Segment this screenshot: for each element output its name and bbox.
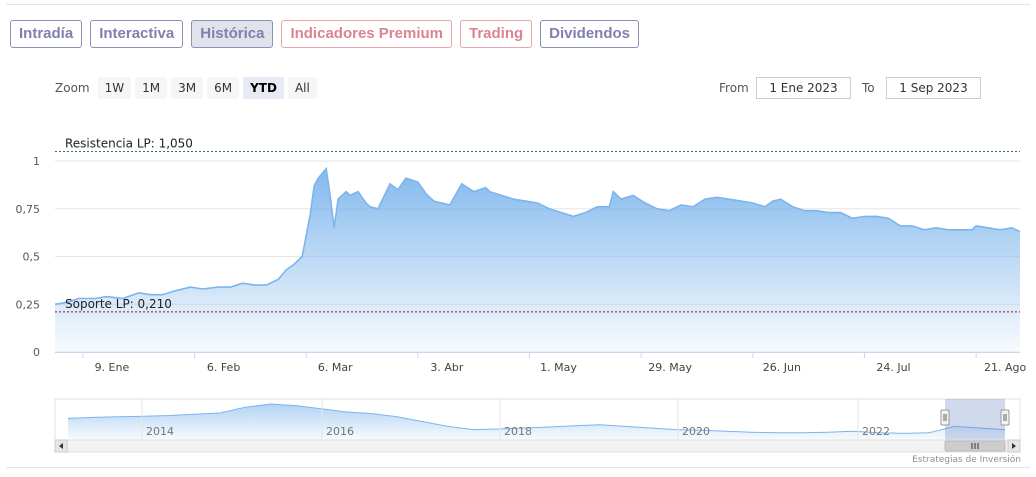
support-label: Soporte LP: 0,210: [65, 297, 172, 311]
zoom-3m-button[interactable]: 3M: [171, 77, 204, 99]
chevron-left-icon: [59, 443, 63, 449]
zoom-bar: Zoom 1W 1M 3M 6M YTD All: [55, 77, 321, 99]
bottom-divider: [6, 467, 1030, 468]
y-tick-label: 0,25: [16, 298, 41, 311]
zoom-1m-button[interactable]: 1M: [135, 77, 168, 99]
zoom-6m-button[interactable]: 6M: [207, 77, 240, 99]
scrollbar-track: [54, 439, 1021, 453]
x-tick-label: 3. Abr: [430, 361, 463, 374]
chart-tabs: Intradía Interactiva Histórica Indicadores …: [10, 20, 640, 48]
zoom-ytd-button[interactable]: YTD: [243, 77, 284, 99]
x-tick-label: 29. May: [648, 361, 692, 374]
y-tick-label: 1: [33, 155, 40, 168]
x-tick-label: 26. Jun: [763, 361, 801, 374]
y-tick-label: 0,5: [23, 251, 41, 264]
series-area: [55, 168, 1020, 352]
tab-intradía[interactable]: Intradía: [10, 20, 83, 48]
resistance-label: Resistencia LP: 1,050: [65, 136, 193, 150]
zoom-1w-button[interactable]: 1W: [97, 77, 132, 99]
x-tick-label: 1. May: [540, 361, 577, 374]
zoom-all-button[interactable]: All: [287, 77, 317, 99]
chevron-right-icon: [1012, 443, 1016, 449]
tab-trading[interactable]: Trading: [460, 20, 533, 48]
to-label: To: [862, 81, 875, 95]
x-tick-label: 6. Feb: [207, 361, 240, 374]
navigator-year-label: 2014: [146, 425, 174, 438]
tab-histórica[interactable]: Histórica: [191, 20, 274, 48]
y-tick-label: 0: [33, 346, 40, 359]
navigator-left-handle[interactable]: [940, 409, 950, 426]
navigator-year-label: 2020: [682, 425, 710, 438]
navigator-selection: [945, 399, 1005, 440]
x-tick-label: 24. Jul: [876, 361, 910, 374]
to-date-input[interactable]: 1 Sep 2023: [886, 77, 981, 99]
navigator-area: [68, 404, 1005, 440]
navigator-year-label: 2018: [504, 425, 532, 438]
zoom-label: Zoom: [55, 81, 90, 95]
tab-dividendos[interactable]: Dividendos: [540, 20, 640, 48]
from-date-input[interactable]: 1 Ene 2023: [756, 77, 851, 99]
tab-indicadores-premium[interactable]: Indicadores Premium: [281, 20, 452, 48]
y-tick-label: 0,75: [16, 203, 41, 216]
credits-text: Estrategias de Inversión: [912, 455, 1021, 465]
tab-interactiva[interactable]: Interactiva: [90, 20, 184, 48]
navigator-line: [67, 403, 1006, 434]
x-tick-label: 9. Ene: [95, 361, 130, 374]
navigator-year-label: 2022: [862, 425, 890, 438]
x-tick-label: 6. Mar: [318, 361, 353, 374]
series-line: [54, 166, 1021, 306]
navigator-year-label: 2016: [326, 425, 354, 438]
from-label: From: [719, 81, 749, 95]
x-tick-label: 21. Ago: [984, 361, 1026, 374]
navigator-right-handle[interactable]: [1000, 409, 1010, 426]
top-divider: [6, 4, 1030, 5]
